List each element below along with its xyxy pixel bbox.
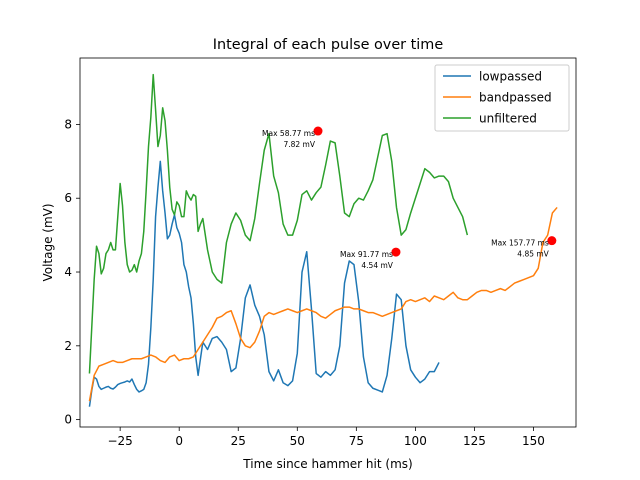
y-axis-label: Voltage (mV): [41, 203, 55, 281]
max-marker-unfiltered: [313, 126, 323, 136]
max-label-time: Max 157.77 ms: [491, 239, 549, 248]
legend-label-unfiltered: unfiltered: [479, 112, 537, 126]
x-axis: −25 0 25 50 75 100 125 150: [107, 427, 545, 448]
plot-layer: [88, 73, 558, 407]
x-tick-label: 50: [290, 434, 305, 448]
annotation-layer: Max 58.77 ms 7.82 mV Max 91.77 ms 4.54 mV Ma…: [262, 126, 557, 270]
x-tick-label: 0: [175, 434, 183, 448]
max-label-value: 7.82 mV: [283, 140, 315, 149]
legend: lowpassed bandpassed unfiltered: [434, 64, 570, 132]
x-tick-label: 125: [463, 434, 486, 448]
y-tick-label: 8: [64, 117, 72, 131]
x-tick-label: 100: [404, 434, 427, 448]
max-marker-bandpassed: [547, 236, 557, 246]
legend-box: [434, 64, 570, 132]
y-axis: 0 2 4 6 8: [64, 117, 80, 427]
legend-label-bandpassed: bandpassed: [479, 91, 552, 105]
y-tick-label: 6: [64, 191, 72, 205]
chart-title: Integral of each pulse over time: [213, 37, 444, 53]
x-axis-label: Time since hammer hit (ms): [242, 457, 412, 471]
y-tick-label: 0: [64, 413, 72, 427]
series-line-unfiltered: [88, 73, 469, 374]
series-line-lowpassed: [88, 160, 440, 407]
x-tick-label: −25: [107, 434, 132, 448]
max-label-time: Max 58.77 ms: [262, 129, 315, 138]
x-tick-label: 75: [349, 434, 364, 448]
x-tick-label: 150: [522, 434, 545, 448]
y-tick-label: 4: [64, 265, 72, 279]
y-tick-label: 2: [64, 339, 72, 353]
plot-frame: [79, 57, 577, 428]
series-line-bandpassed: [88, 206, 558, 402]
max-label-value: 4.54 mV: [361, 261, 393, 270]
x-tick-label: 25: [231, 434, 246, 448]
max-label-time: Max 91.77 ms: [340, 250, 393, 259]
max-label-value: 4.85 mV: [517, 250, 549, 259]
max-marker-lowpassed: [391, 247, 401, 257]
legend-label-lowpassed: lowpassed: [479, 70, 542, 84]
